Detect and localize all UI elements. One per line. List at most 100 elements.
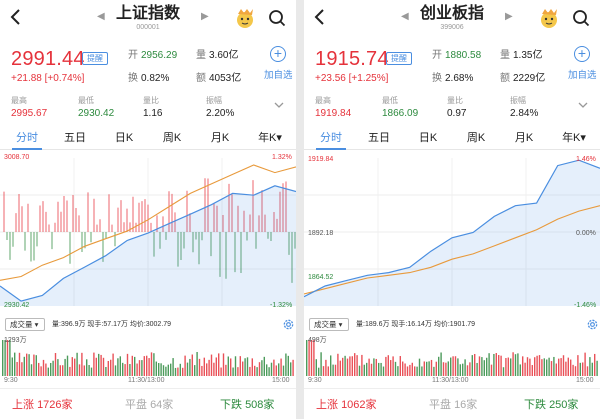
time-start-label: 9:30 — [4, 377, 18, 384]
tab-five-day[interactable]: 五日 — [368, 132, 390, 144]
chevron-down-icon[interactable] — [578, 101, 588, 109]
mascot-icon[interactable] — [234, 7, 256, 29]
pct-top-label: 1.46% — [576, 156, 596, 163]
price-line — [304, 159, 600, 298]
add-icon[interactable]: + — [270, 46, 286, 62]
volume-ratio-value: 0.97 — [447, 108, 467, 119]
intraday-chart-svg — [304, 158, 600, 306]
amount-value: 额 4053亿 — [196, 73, 242, 84]
nav-right-icon[interactable]: ▶ — [505, 11, 513, 22]
decliners-count: 下跌 508家 — [220, 399, 275, 411]
search-icon[interactable] — [268, 9, 286, 27]
time-start-label: 9:30 — [308, 377, 322, 384]
time-mid-label: 11:30/13:00 — [432, 377, 469, 384]
open-value: 开 1880.58 — [432, 50, 482, 61]
add-watchlist-button[interactable]: 加自选 — [264, 70, 293, 81]
y-top-label: 3008.70 — [4, 154, 30, 161]
average-line — [304, 205, 600, 295]
turnover-value: 换 2.68% — [432, 73, 474, 84]
high-label: 最高 — [11, 96, 27, 105]
unchanged-count: 平盘 64家 — [125, 399, 174, 411]
intraday-chart-svg — [0, 158, 296, 306]
phone-chinext-index: ◀ 创业板指 399006 ▶ 1915.74 提醒 +23.56 [+1.25… — [304, 0, 600, 419]
y-bottom-label: 2930.42 — [4, 302, 30, 309]
back-icon[interactable] — [312, 8, 328, 26]
high-value: 1919.84 — [315, 108, 352, 119]
low-label: 最低 — [382, 96, 398, 105]
volume-bars — [2, 340, 294, 376]
tab-yearly-k[interactable]: 年K▾ — [562, 132, 586, 144]
chart-grid — [304, 158, 600, 306]
chevron-down-icon[interactable] — [274, 101, 284, 109]
amplitude-label: 振幅 — [206, 96, 222, 105]
volume-ratio-value: 1.16 — [143, 108, 163, 119]
alert-tag[interactable]: 提醒 — [82, 52, 108, 65]
price-area — [0, 185, 296, 306]
high-label: 最高 — [315, 96, 331, 105]
volume-info: 量:189.6万 现手:16.14万 均价:1901.79 — [356, 321, 476, 328]
amplitude-value: 2.20% — [206, 108, 235, 119]
tab-daily-k[interactable]: 日K — [114, 132, 134, 144]
pct-top-label: 1.32% — [272, 154, 292, 161]
gear-icon[interactable] — [282, 318, 295, 331]
tab-five-day[interactable]: 五日 — [64, 132, 86, 144]
nav-right-icon[interactable]: ▶ — [201, 11, 209, 22]
volume-max-label: 498万 — [308, 337, 327, 344]
amount-value: 额 2229亿 — [500, 73, 546, 84]
add-icon[interactable]: + — [574, 46, 590, 62]
volume-value: 量 1.35亿 — [500, 50, 543, 61]
header: ◀ 创业板指 399006 ▶ — [304, 0, 600, 36]
volume-dropdown[interactable]: 成交量 ▾ — [309, 318, 349, 331]
intraday-chart[interactable]: 3008.70 1.32% 2930.42 -1.32% — [0, 152, 296, 312]
volume-chart: 498万 — [304, 336, 600, 376]
current-price: 1915.74 — [315, 48, 389, 70]
phone-shanghai-index: ◀ 上证指数 000001 ▶ 2991.44 提醒 +21.88 [+0.74… — [0, 0, 296, 419]
mascot-icon[interactable] — [538, 7, 560, 29]
index-code: 399006 — [440, 24, 464, 31]
market-breadth-bar: 上涨 1062家 平盘 16家 下跌 250家 — [304, 388, 600, 419]
y-bottom-label: 1864.52 — [308, 274, 334, 281]
amplitude-label: 振幅 — [510, 96, 526, 105]
tab-monthly-k[interactable]: 月K — [514, 132, 534, 144]
open-value: 开 2956.29 — [128, 50, 178, 61]
average-line — [0, 164, 296, 281]
volume-value: 量 3.60亿 — [196, 50, 239, 61]
nav-left-icon[interactable]: ◀ — [97, 11, 105, 22]
search-icon[interactable] — [572, 9, 590, 27]
back-icon[interactable] — [8, 8, 24, 26]
pct-bottom-label: -1.46% — [574, 302, 597, 309]
price-area — [304, 160, 600, 306]
unchanged-count: 平盘 16家 — [429, 399, 478, 411]
low-value: 2930.42 — [78, 108, 115, 119]
market-breadth-bar: 上涨 1726家 平盘 64家 下跌 508家 — [0, 388, 296, 419]
page-title: 创业板指 — [419, 5, 484, 22]
tab-daily-k[interactable]: 日K — [418, 132, 438, 144]
advancers-count: 上涨 1726家 — [12, 399, 73, 411]
tab-intraday[interactable]: 分时 — [16, 132, 38, 144]
volume-bars — [306, 340, 598, 376]
y-top-label: 1919.84 — [308, 156, 334, 163]
intraday-chart[interactable]: 1919.84 1.46% 1892.18 0.00% 1864.52 -1.4… — [304, 152, 600, 312]
tab-intraday[interactable]: 分时 — [320, 132, 342, 144]
y-mid-label: 1892.18 — [308, 230, 334, 237]
time-end-label: 15:00 — [576, 377, 594, 384]
current-price: 2991.44 — [11, 48, 85, 70]
tab-monthly-k[interactable]: 月K — [210, 132, 230, 144]
volume-info: 量:396.9万 现手:57.17万 均价:3002.79 — [52, 321, 172, 328]
turnover-value: 换 0.82% — [128, 73, 170, 84]
alert-tag[interactable]: 提醒 — [386, 52, 412, 65]
tab-yearly-k[interactable]: 年K▾ — [258, 132, 282, 144]
add-watchlist-button[interactable]: 加自选 — [568, 70, 597, 81]
price-line — [0, 185, 296, 302]
tab-weekly-k[interactable]: 周K — [466, 132, 486, 144]
time-mid-label: 11:30/13:00 — [128, 377, 165, 384]
advancers-count: 上涨 1062家 — [316, 399, 377, 411]
volume-dropdown[interactable]: 成交量 ▾ — [5, 318, 45, 331]
low-label: 最低 — [78, 96, 94, 105]
nav-left-icon[interactable]: ◀ — [401, 11, 409, 22]
low-value: 1866.09 — [382, 108, 419, 119]
tab-weekly-k[interactable]: 周K — [162, 132, 182, 144]
gear-icon[interactable] — [586, 318, 599, 331]
tab-underline — [12, 148, 42, 150]
